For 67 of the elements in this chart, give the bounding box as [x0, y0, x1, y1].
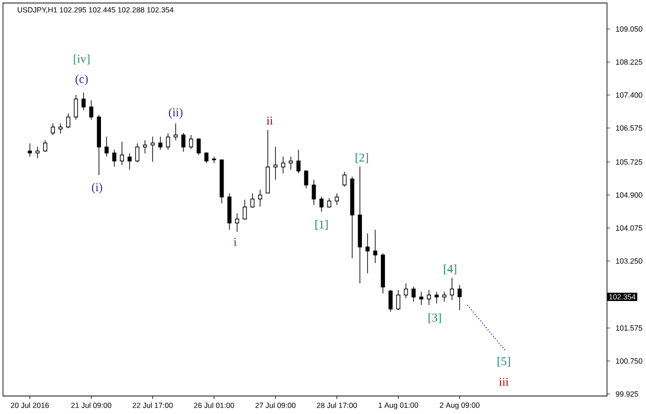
annotation: [3]	[428, 313, 441, 324]
candlestick	[404, 283, 408, 299]
candlestick	[373, 229, 378, 264]
candlestick	[266, 130, 270, 194]
candlestick	[189, 134, 194, 150]
candlestick	[450, 277, 454, 300]
candlestick	[104, 136, 109, 157]
candlestick	[135, 143, 140, 163]
candlestick	[242, 199, 247, 220]
candlestick	[296, 149, 301, 174]
candlestick	[36, 146, 40, 159]
candlestick	[281, 156, 286, 174]
candlestick	[342, 171, 347, 187]
candlestick	[166, 133, 170, 150]
annotation: (ii)	[168, 108, 182, 119]
candlestick	[319, 196, 324, 212]
annotation: [1]	[315, 220, 328, 230]
candlestick	[212, 156, 216, 164]
candlestick	[458, 284, 462, 310]
candlestick	[227, 193, 232, 230]
candlestick	[220, 159, 224, 204]
candlestick	[128, 153, 132, 170]
candlestick	[74, 94, 78, 120]
candlestick	[273, 146, 278, 180]
candlestick	[82, 92, 86, 111]
candlestick	[66, 113, 70, 129]
candlestick	[43, 140, 48, 152]
candlestick	[112, 149, 116, 167]
candlestick	[350, 176, 354, 259]
candlestick	[204, 152, 208, 164]
candlestick	[158, 136, 162, 150]
annotation: [5]	[498, 356, 510, 367]
candlestick	[304, 170, 308, 189]
candlestick	[120, 141, 124, 166]
annotation: [2]	[356, 153, 368, 164]
annotation: [iv]	[74, 54, 90, 64]
candlestick	[334, 193, 339, 206]
candlestick	[388, 290, 393, 312]
annotation: [4]	[444, 264, 456, 274]
candlestick	[396, 290, 400, 310]
candlestick	[434, 291, 439, 304]
candlestick	[312, 179, 316, 206]
candlestick	[89, 100, 94, 120]
candlestick	[181, 132, 186, 152]
candlestick	[58, 123, 63, 134]
annotation: (i)	[92, 182, 102, 194]
candlestick	[419, 291, 424, 306]
candlestick	[288, 156, 293, 170]
annotation: i	[234, 238, 237, 246]
candlestick	[380, 253, 385, 294]
candlestick	[327, 198, 332, 208]
annotation: ii	[266, 116, 273, 125]
candlestick	[50, 123, 55, 136]
candlestick	[366, 233, 370, 274]
candlestick	[235, 213, 240, 232]
candlestick	[412, 286, 416, 302]
candlestick	[358, 166, 362, 284]
candlestick	[142, 140, 148, 154]
annotation: (c)	[76, 74, 88, 86]
candlestick	[442, 291, 446, 302]
candlestick	[28, 143, 32, 157]
candlestick	[258, 189, 262, 207]
candlestick	[196, 138, 201, 156]
candlestick	[96, 114, 101, 176]
candlestick	[426, 290, 431, 306]
annotation: iii	[499, 378, 509, 386]
candlestick	[250, 193, 254, 208]
